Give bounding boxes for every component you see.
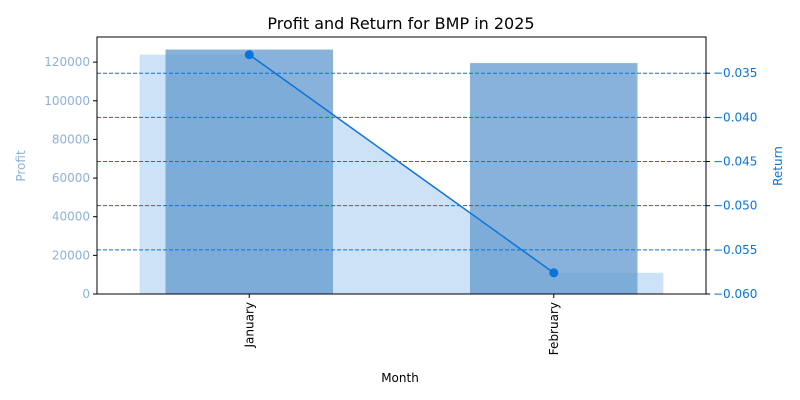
right-axis-label: Return bbox=[771, 146, 785, 186]
left-tick-label: 100000 bbox=[44, 94, 90, 108]
chart-title: Profit and Return for BMP in 2025 bbox=[267, 14, 534, 33]
left-tick-label: 40000 bbox=[52, 210, 90, 224]
left-tick-label: 20000 bbox=[52, 248, 90, 262]
bars-layer bbox=[165, 49, 638, 294]
right-tick-label: −0.050 bbox=[713, 199, 757, 213]
left-tick-label: 80000 bbox=[52, 132, 90, 146]
left-tick-label: 0 bbox=[82, 287, 90, 301]
x-tick-label-january: January bbox=[242, 302, 256, 349]
return-line-layer bbox=[244, 50, 559, 278]
right-tick-label: −0.055 bbox=[713, 243, 757, 257]
x-axis: January February bbox=[242, 294, 561, 355]
left-tick-label: 120000 bbox=[44, 55, 90, 69]
return-point-february bbox=[549, 268, 559, 278]
return-point-january bbox=[244, 50, 254, 60]
left-axis: 0 20000 40000 60000 80000 100000 120000 bbox=[44, 55, 97, 301]
x-axis-label: Month bbox=[381, 371, 419, 385]
right-tick-label: −0.040 bbox=[713, 110, 757, 124]
right-tick-label: −0.045 bbox=[713, 155, 757, 169]
x-tick-label-february: February bbox=[547, 302, 561, 355]
left-axis-label: Profit bbox=[14, 150, 28, 182]
return-line bbox=[248, 54, 555, 274]
right-tick-label: −0.060 bbox=[713, 287, 757, 301]
right-axis: −0.060 −0.055 −0.050 −0.045 −0.040 −0.035 bbox=[706, 66, 757, 301]
grid-layer bbox=[97, 72, 706, 251]
plot-frame bbox=[96, 36, 707, 295]
right-tick-label: −0.035 bbox=[713, 66, 757, 80]
left-tick-label: 60000 bbox=[52, 171, 90, 185]
profit-bar-january bbox=[165, 49, 333, 294]
profit-bar-february bbox=[470, 63, 638, 294]
